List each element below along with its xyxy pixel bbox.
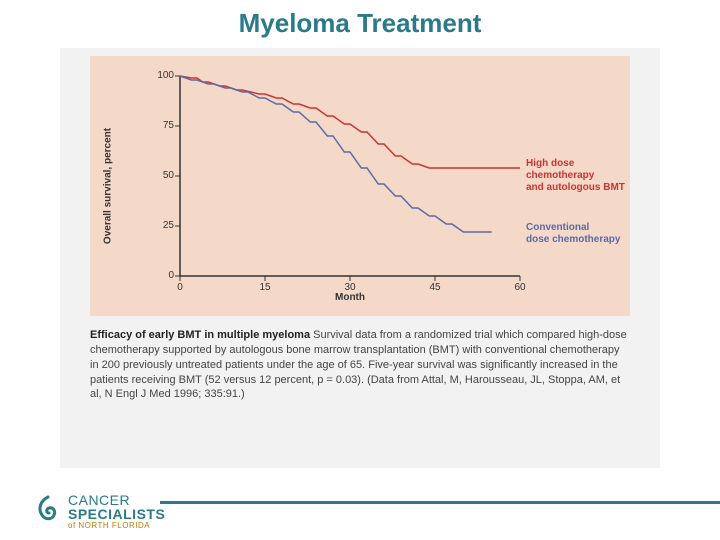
logo: CANCER SPECIALISTS of NORTH FLORIDA: [34, 493, 165, 530]
x-tick: 30: [338, 282, 362, 293]
chart-panel: Overall survival, percent Month 0 25 50 75 1…: [90, 56, 630, 316]
y-tick: 75: [148, 120, 174, 131]
logo-text: CANCER SPECIALISTS of NORTH FLORIDA: [68, 493, 165, 530]
caption-title: Efficacy of early BMT in multiple myelom…: [90, 329, 310, 341]
y-tick: 100: [148, 70, 174, 81]
x-tick: 0: [168, 282, 192, 293]
slide: { "title": "Myeloma Treatment", "figure"…: [0, 0, 720, 540]
y-tick: 25: [148, 220, 174, 231]
y-axis-label: Overall survival, percent: [103, 128, 114, 244]
slide-title: Myeloma Treatment: [0, 8, 720, 39]
swirl-icon: [34, 495, 62, 529]
footer-rule: [160, 501, 720, 504]
survival-chart: [180, 76, 520, 276]
series-label-conventional: Conventionaldose chemotherapy: [526, 222, 620, 246]
figure-area: Overall survival, percent Month 0 25 50 75 1…: [60, 48, 660, 468]
x-tick: 15: [253, 282, 277, 293]
series-label-high_dose: High dose chemotherapyand autologous BMT: [526, 158, 630, 194]
y-tick: 50: [148, 170, 174, 181]
x-tick: 60: [508, 282, 532, 293]
series-conventional: [180, 76, 492, 232]
logo-line-3: of NORTH FLORIDA: [68, 522, 165, 530]
logo-line-2: SPECIALISTS: [68, 507, 165, 521]
y-tick: 0: [148, 270, 174, 281]
x-axis-label: Month: [180, 292, 520, 303]
series-high_dose: [180, 76, 520, 168]
x-tick: 45: [423, 282, 447, 293]
caption: Efficacy of early BMT in multiple myelom…: [90, 328, 630, 402]
logo-line-1: CANCER: [68, 493, 165, 507]
